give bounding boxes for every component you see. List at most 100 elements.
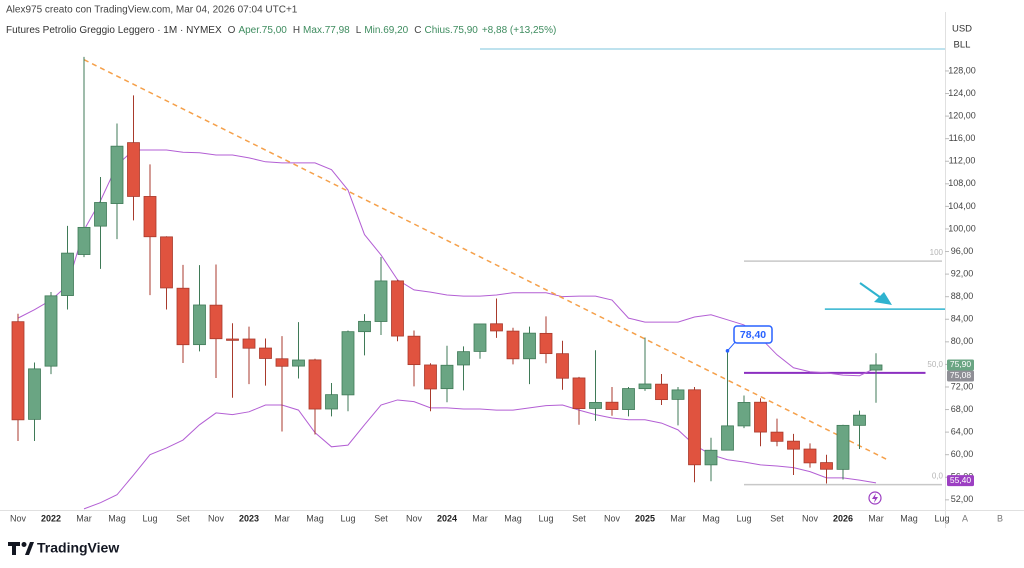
ohlc-key: O	[228, 25, 236, 36]
alert-icon	[868, 491, 882, 505]
candle-body	[275, 358, 289, 367]
y-tick-label: 116,00	[949, 133, 976, 143]
x-tick-label: Lug	[142, 513, 157, 523]
candle-body	[523, 332, 536, 360]
x-tick-label: Lug	[934, 513, 949, 523]
currency: USD	[952, 24, 972, 35]
candle-body	[506, 330, 520, 360]
candle-body	[292, 359, 305, 367]
ohlc-key: H	[293, 25, 300, 36]
x-tick-label: Lug	[736, 513, 751, 523]
y-tick-label: 72,00	[951, 381, 974, 391]
candle-body	[374, 280, 388, 322]
y-tick-label: 108,00	[948, 178, 976, 188]
candle-body	[737, 402, 751, 427]
y-tick-label: 60,00	[951, 449, 974, 459]
y-tick-label: 92,00	[951, 268, 974, 278]
x-tick-label: Set	[374, 513, 388, 523]
arrow-annotation	[859, 282, 892, 305]
ohlc-key: C	[414, 25, 421, 36]
candle-body	[242, 338, 256, 349]
x-tick-label: Mag	[702, 513, 720, 523]
x-tick-label: Mag	[900, 513, 918, 523]
x-tick-label: Mar	[274, 513, 290, 523]
x-tick-label: Set	[572, 513, 586, 523]
candle-body	[638, 383, 652, 390]
y-tick-label: 88,00	[951, 291, 974, 301]
candle-body	[853, 414, 866, 426]
candle-body	[176, 287, 190, 346]
candle-body	[11, 321, 25, 421]
candle-body	[94, 202, 107, 227]
ohlc-value: Aper.75,00	[238, 25, 287, 36]
candle-body	[308, 359, 322, 410]
candle-body	[754, 401, 767, 433]
price-label-box	[947, 370, 974, 382]
logo: TradingView	[8, 540, 119, 556]
ohlc-value: Max.77,98	[303, 25, 350, 36]
y-tick-label: 68,00	[951, 404, 974, 414]
x-tick-label: 2025	[635, 513, 655, 523]
unit: BLL	[954, 40, 971, 51]
y-tick-label: 80,00	[951, 336, 974, 346]
x-tick-label: Mar	[868, 513, 884, 523]
band-upper	[17, 149, 877, 377]
candle-body	[457, 351, 470, 366]
candle-body	[473, 323, 487, 352]
y-tick-label: 112,00	[949, 156, 976, 166]
x-tick-label: Mar	[76, 513, 92, 523]
trendline	[83, 58, 888, 461]
candle-body	[226, 338, 239, 341]
candle-body	[770, 431, 784, 442]
y-tick-label: 124,00	[948, 88, 976, 98]
y-tick-label: 84,00	[951, 314, 974, 324]
callout-label: 78,40	[740, 329, 766, 341]
y-tick-label: 64,00	[951, 426, 974, 436]
candle-body	[688, 389, 701, 466]
y-tick-label: 52,00	[951, 494, 974, 504]
footer-logo-text: TradingView	[37, 540, 119, 556]
fib-label: 50,0	[927, 360, 943, 369]
candle-body	[556, 353, 569, 379]
symbol-name: Futures Petrolio Greggio Leggero · 1M · …	[6, 25, 222, 36]
candle-body	[440, 364, 454, 390]
candle-body	[622, 388, 635, 410]
symbol-header: Futures Petrolio Greggio Leggero · 1M · …	[6, 25, 556, 36]
candle-body	[539, 332, 553, 355]
candle-body	[671, 389, 685, 400]
x-tick-label: Nov	[208, 513, 225, 523]
candle-body	[721, 425, 734, 451]
ohlc-value: Min.69,20	[364, 25, 408, 36]
x-tick-label: 2023	[239, 513, 259, 523]
x-tick-label: 2024	[437, 513, 457, 523]
byline: Alex975 creato con TradingView.com, Mar …	[6, 5, 298, 16]
price-label: 75,90	[950, 359, 972, 369]
candle-body	[820, 462, 833, 470]
x-tick-label: Mag	[108, 513, 126, 523]
axis-button: B	[997, 513, 1003, 523]
candle-body	[77, 226, 91, 255]
fib-label: 0,0	[932, 472, 944, 481]
candle-body	[28, 368, 41, 420]
x-tick-label: 2026	[833, 513, 853, 523]
candle-body	[655, 383, 668, 401]
candle-body	[836, 424, 850, 470]
band-lower	[83, 399, 877, 510]
x-tick-label: Mar	[472, 513, 488, 523]
x-tick-label: 2022	[41, 513, 61, 523]
change-value: +8,88 (+13,25%)	[482, 25, 557, 36]
y-tick-label: 128,00	[948, 65, 976, 75]
candle-body	[127, 142, 140, 197]
x-tick-label: Nov	[802, 513, 819, 523]
candle-body	[110, 145, 124, 204]
callout-anchor	[725, 349, 730, 353]
price-label: 55,40	[950, 475, 972, 485]
candle-body	[61, 252, 74, 296]
candle-body	[44, 295, 58, 367]
x-tick-label: Nov	[10, 513, 27, 523]
candle-body	[160, 236, 173, 289]
candle-body	[358, 320, 371, 333]
candle-body	[605, 401, 619, 410]
x-tick-label: Lug	[538, 513, 553, 523]
